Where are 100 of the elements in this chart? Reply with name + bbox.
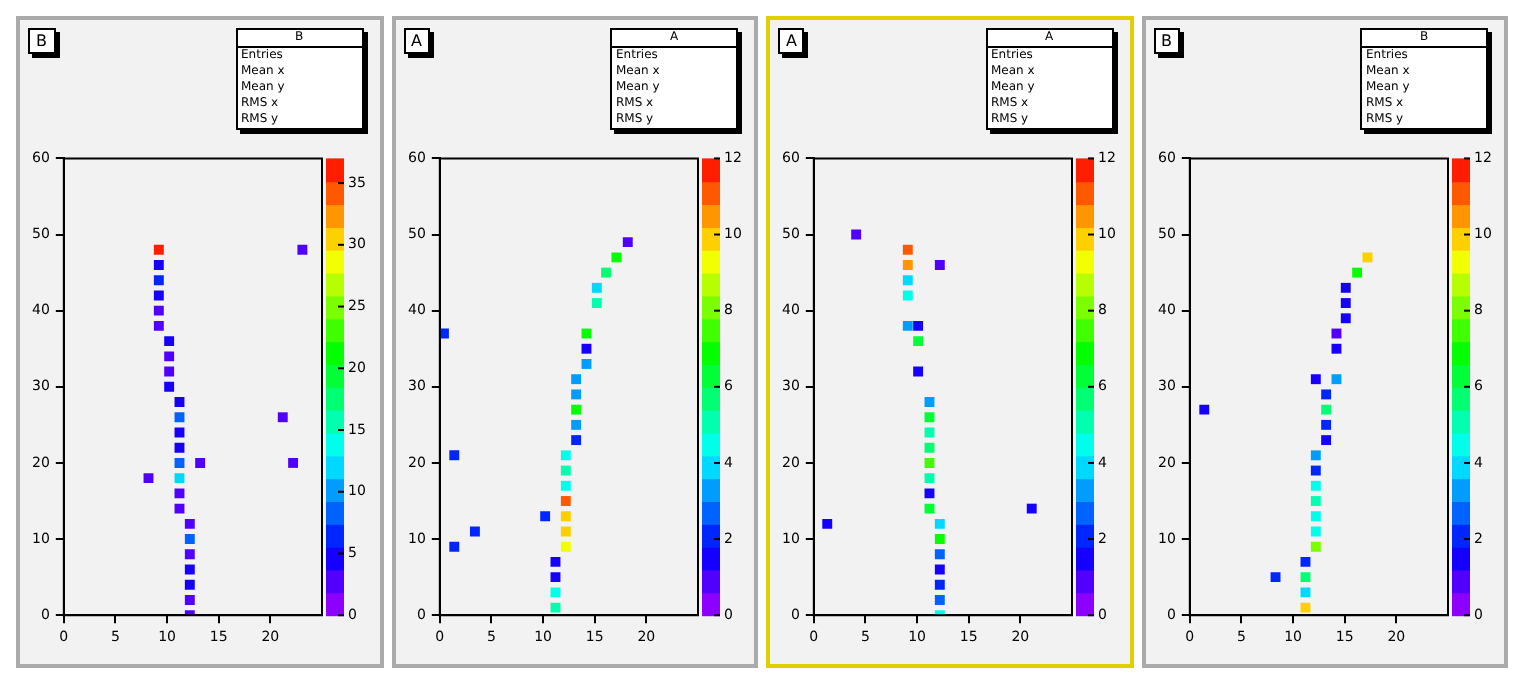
point: [164, 381, 175, 392]
point: [184, 595, 195, 605]
point: [924, 457, 935, 468]
point: [288, 457, 299, 468]
point: [1330, 343, 1341, 354]
point: [1269, 572, 1280, 583]
point: [924, 442, 935, 453]
point: [549, 572, 560, 583]
point: [913, 320, 924, 331]
point: [600, 267, 611, 278]
point: [153, 305, 164, 316]
point: [153, 290, 164, 301]
point: [1309, 374, 1320, 385]
point: [924, 488, 935, 499]
point: [570, 419, 581, 430]
point: [1320, 435, 1331, 446]
point: [1198, 404, 1209, 415]
point: [934, 595, 945, 605]
point: [277, 412, 288, 423]
point: [143, 473, 154, 484]
point: [621, 237, 632, 248]
point: [1320, 404, 1331, 415]
point: [549, 602, 560, 613]
point: [153, 320, 164, 331]
point: [934, 564, 945, 575]
point: [902, 290, 913, 301]
point: [174, 397, 185, 407]
point: [934, 260, 945, 270]
point: [1339, 282, 1350, 293]
point: [1299, 572, 1310, 583]
point: [851, 229, 862, 240]
point: [580, 343, 591, 354]
point: [1361, 252, 1372, 263]
point: [1330, 374, 1341, 385]
point: [174, 412, 185, 423]
point: [164, 351, 175, 362]
point: [184, 534, 195, 545]
point: [559, 496, 570, 506]
point: [580, 359, 591, 369]
point: [549, 556, 560, 567]
point: [184, 564, 195, 575]
point: [468, 526, 479, 537]
point: [195, 457, 206, 468]
point: [1351, 267, 1362, 278]
point: [1299, 602, 1310, 613]
point: [590, 298, 601, 308]
point: [610, 252, 621, 263]
point: [559, 541, 570, 552]
point: [1309, 526, 1320, 537]
point: [153, 244, 164, 255]
point: [902, 320, 913, 331]
point: [297, 244, 308, 255]
point: [913, 366, 924, 377]
point: [174, 442, 185, 453]
point: [934, 518, 945, 529]
point: [590, 282, 601, 293]
chart-title: B: [1153, 28, 1180, 54]
point: [448, 541, 459, 552]
point: [549, 587, 560, 598]
point: [934, 549, 945, 560]
point: [1320, 389, 1331, 400]
point: [1320, 419, 1331, 430]
point: [1339, 298, 1350, 308]
point: [822, 518, 833, 529]
point: [559, 450, 570, 461]
point: [570, 374, 581, 385]
point: [1309, 541, 1320, 552]
point: [902, 260, 913, 270]
point: [174, 473, 185, 484]
point: [913, 336, 924, 347]
point: [570, 435, 581, 446]
point: [164, 366, 175, 377]
point: [559, 465, 570, 476]
point: [934, 579, 945, 590]
point: [570, 404, 581, 415]
point: [184, 518, 195, 529]
point: [539, 511, 550, 522]
point: [184, 549, 195, 560]
point: [1299, 556, 1310, 567]
point: [153, 260, 164, 270]
point: [1299, 587, 1310, 598]
point: [174, 488, 185, 499]
point: [924, 503, 935, 514]
point: [153, 275, 164, 286]
point: [448, 450, 459, 461]
point: [924, 412, 935, 423]
point: [902, 244, 913, 255]
point: [559, 511, 570, 522]
point: [1309, 465, 1320, 476]
point: [1339, 313, 1350, 324]
point: [570, 389, 581, 400]
point: [174, 503, 185, 514]
chart-title: B: [28, 28, 55, 54]
point: [559, 480, 570, 491]
point: [174, 457, 185, 468]
chart-title: A: [403, 28, 430, 54]
chart-title: A: [778, 28, 805, 54]
point: [1309, 480, 1320, 491]
point: [902, 275, 913, 286]
point: [924, 473, 935, 484]
